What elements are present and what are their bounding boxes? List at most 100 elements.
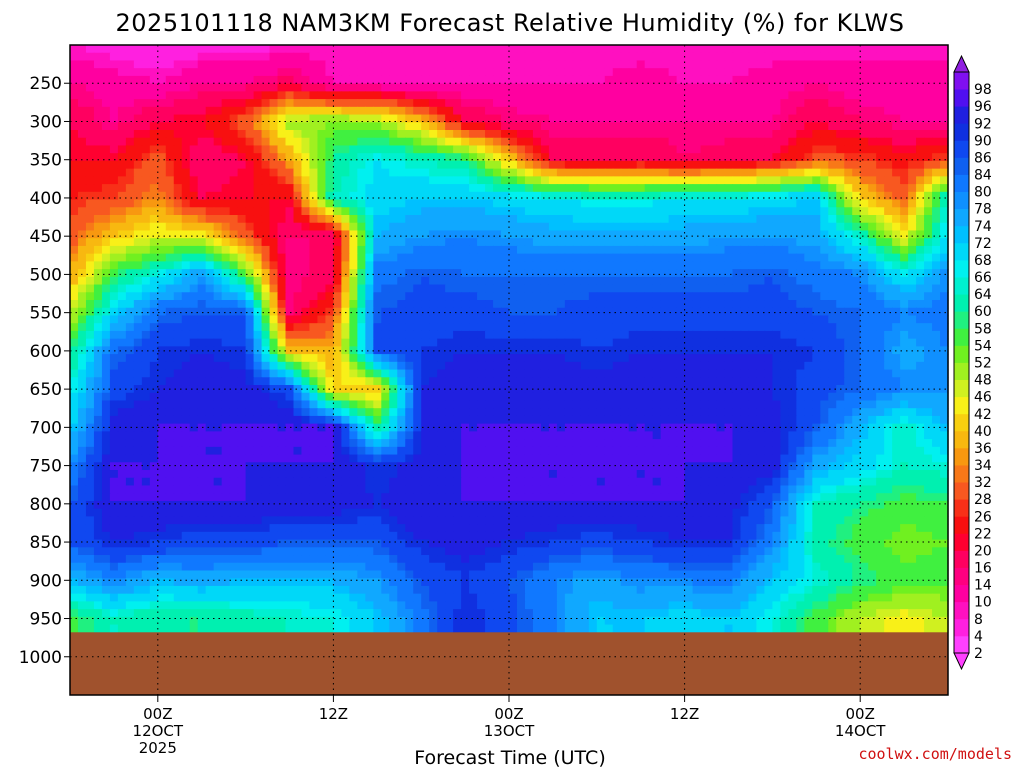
rh-cell bbox=[453, 75, 462, 85]
rh-cell bbox=[780, 199, 789, 208]
rh-cell bbox=[101, 137, 111, 147]
rh-cell bbox=[213, 292, 223, 301]
rh-cell bbox=[173, 83, 183, 92]
rh-cell bbox=[548, 315, 558, 324]
rh-cell bbox=[133, 245, 143, 255]
rh-cell bbox=[405, 284, 414, 293]
rh-cell bbox=[524, 191, 534, 201]
rh-cell bbox=[477, 338, 486, 347]
rh-cell bbox=[333, 307, 342, 317]
rh-cell bbox=[485, 253, 494, 262]
rh-cell bbox=[317, 230, 327, 239]
rh-cell bbox=[812, 106, 821, 116]
rh-cell bbox=[333, 253, 342, 262]
rh-cell bbox=[333, 330, 342, 340]
rh-cell bbox=[716, 346, 726, 355]
rh-cell bbox=[724, 253, 734, 262]
rh-cell bbox=[285, 377, 295, 386]
rh-cell bbox=[157, 122, 167, 131]
rh-cell bbox=[277, 261, 287, 270]
rh-cell bbox=[173, 68, 183, 77]
rh-cell bbox=[884, 176, 893, 185]
rh-cell bbox=[157, 338, 167, 347]
rh-cell bbox=[477, 145, 486, 154]
rh-cell bbox=[804, 75, 813, 85]
rh-cell bbox=[461, 261, 470, 270]
rh-cell bbox=[421, 369, 430, 378]
rh-cell bbox=[85, 184, 95, 193]
rh-cell bbox=[429, 83, 438, 92]
rh-cell bbox=[357, 137, 366, 147]
rh-cell bbox=[644, 75, 654, 85]
rh-cell bbox=[644, 269, 654, 278]
rh-cell bbox=[644, 323, 654, 332]
rh-cell bbox=[445, 168, 454, 177]
rh-cell bbox=[301, 307, 311, 317]
rh-cell bbox=[381, 99, 390, 108]
rh-cell bbox=[77, 207, 87, 216]
rh-cell bbox=[852, 91, 861, 100]
rh-cell bbox=[485, 68, 494, 77]
rh-cell bbox=[652, 130, 662, 139]
rh-cell bbox=[437, 238, 446, 247]
rh-cell bbox=[692, 230, 702, 239]
rh-cell bbox=[724, 114, 734, 123]
rh-cell bbox=[884, 315, 893, 324]
rh-cell bbox=[540, 168, 550, 177]
rh-cell bbox=[532, 238, 542, 247]
rh-cell bbox=[181, 292, 191, 301]
rh-cell bbox=[341, 369, 350, 378]
rh-cell bbox=[916, 191, 925, 201]
rh-cell bbox=[564, 323, 574, 332]
rh-cell bbox=[293, 145, 303, 154]
rh-cell bbox=[70, 385, 79, 394]
rh-cell bbox=[165, 199, 175, 208]
rh-cell bbox=[485, 307, 494, 317]
rh-cell bbox=[109, 245, 119, 255]
rh-cell bbox=[293, 245, 303, 255]
rh-cell bbox=[588, 253, 598, 262]
rh-cell bbox=[181, 199, 191, 208]
rh-cell bbox=[932, 145, 941, 154]
rh-cell bbox=[405, 176, 414, 185]
rh-cell bbox=[852, 160, 861, 170]
rh-cell bbox=[477, 354, 486, 363]
rh-cell bbox=[333, 83, 342, 92]
rh-cell bbox=[684, 330, 694, 340]
rh-cell bbox=[692, 330, 702, 340]
rh-cell bbox=[205, 99, 215, 108]
rh-cell bbox=[85, 137, 95, 147]
rh-cell bbox=[141, 261, 151, 270]
rh-cell bbox=[932, 184, 941, 193]
rh-cell bbox=[916, 91, 925, 100]
rh-cell bbox=[940, 114, 949, 123]
rh-cell bbox=[117, 52, 127, 62]
rh-cell bbox=[604, 122, 614, 131]
rh-cell bbox=[876, 300, 885, 309]
rh-cell bbox=[229, 106, 239, 116]
rh-cell bbox=[237, 60, 247, 69]
rh-cell bbox=[884, 168, 893, 177]
rh-cell bbox=[844, 160, 853, 170]
rh-cell bbox=[117, 307, 127, 317]
rh-cell bbox=[373, 184, 382, 193]
rh-cell bbox=[556, 153, 566, 162]
rh-cell bbox=[349, 253, 358, 262]
rh-cell bbox=[301, 60, 311, 69]
rh-cell bbox=[668, 75, 678, 85]
rh-cell bbox=[876, 207, 885, 216]
rh-cell bbox=[524, 215, 534, 224]
rh-cell bbox=[748, 315, 758, 324]
rh-cell bbox=[173, 222, 183, 232]
rh-cell bbox=[413, 284, 422, 293]
rh-cell bbox=[237, 191, 247, 201]
rh-cell bbox=[772, 68, 781, 77]
rh-cell bbox=[548, 153, 558, 162]
rh-cell bbox=[301, 276, 311, 286]
rh-cell bbox=[277, 346, 287, 355]
rh-cell bbox=[892, 75, 901, 85]
rh-cell bbox=[684, 191, 694, 201]
rh-cell bbox=[636, 145, 646, 154]
rh-cell bbox=[876, 137, 885, 147]
rh-cell bbox=[644, 292, 654, 301]
